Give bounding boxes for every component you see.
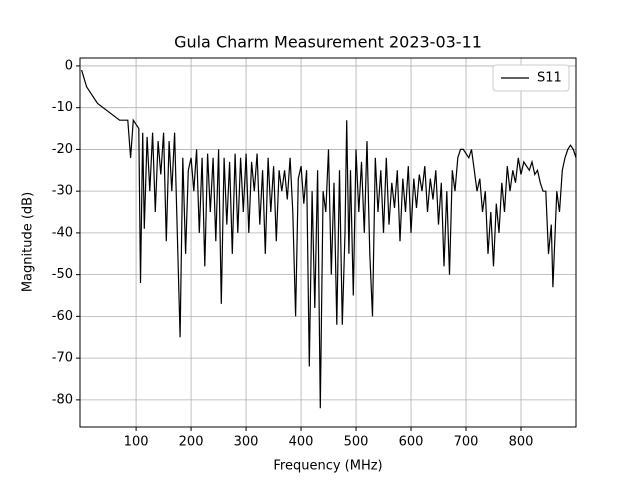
y-tick-label: 0 xyxy=(65,58,73,73)
legend-label: S11 xyxy=(537,71,562,86)
x-tick-label: 200 xyxy=(179,435,204,450)
x-tick-label: 500 xyxy=(344,435,369,450)
x-tick-label: 300 xyxy=(234,435,259,450)
y-axis-label: Magnitude (dB) xyxy=(21,192,36,292)
x-tick-label: 600 xyxy=(399,435,424,450)
y-tick-label: -60 xyxy=(52,309,73,324)
y-tick-label: -70 xyxy=(52,351,73,366)
line xyxy=(81,69,577,409)
legend-box xyxy=(492,64,570,92)
chart-title: Gula Charm Measurement 2023-03-11 xyxy=(174,33,482,52)
y-tick-label: -20 xyxy=(52,142,73,157)
y-tick-label: -50 xyxy=(52,267,73,282)
x-tick-label: 800 xyxy=(509,435,534,450)
x-axis-label: Frequency (MHz) xyxy=(273,459,382,474)
x-tick-label: 100 xyxy=(124,435,149,450)
y-tick-label: -40 xyxy=(52,225,73,240)
x-tick-label: 700 xyxy=(454,435,479,450)
y-tick-label: -10 xyxy=(52,100,73,115)
plot-frame xyxy=(79,57,577,428)
y-tick-label: -30 xyxy=(52,184,73,199)
x-tick-label: 400 xyxy=(289,435,314,450)
y-tick-label: -80 xyxy=(52,392,73,407)
